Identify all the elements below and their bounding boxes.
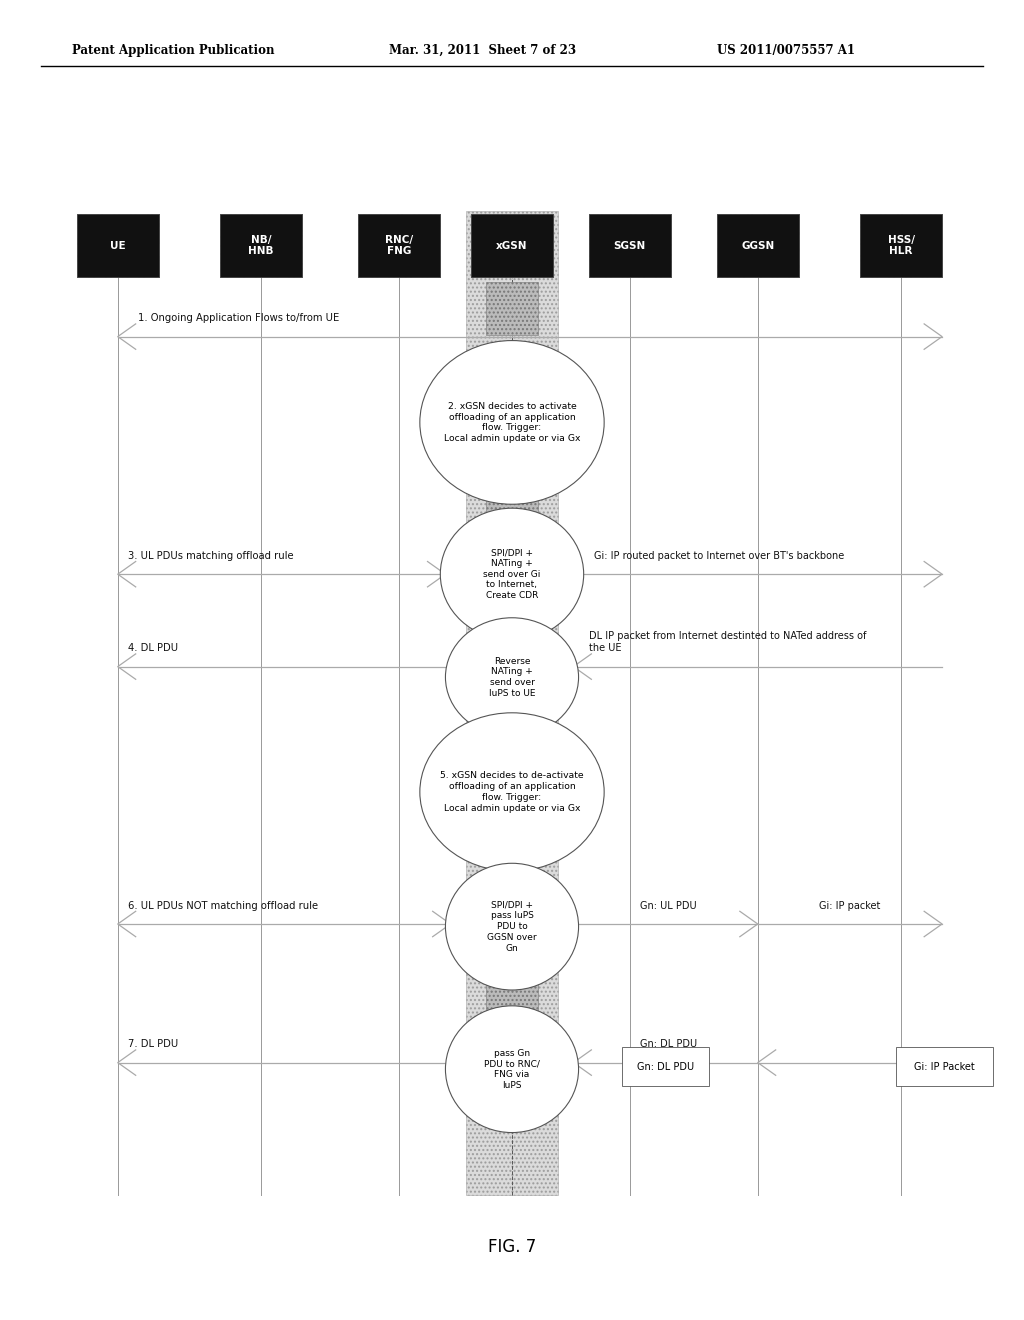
Bar (717, 214, 799, 277)
Bar (622, 1047, 709, 1086)
Bar (471, 214, 553, 277)
Ellipse shape (445, 1006, 579, 1133)
Text: SGSN: SGSN (613, 240, 646, 251)
Text: Gi: IP Packet: Gi: IP Packet (914, 1061, 975, 1072)
Text: 4. DL PDU: 4. DL PDU (128, 643, 178, 653)
Bar (358, 214, 440, 277)
Text: FIG. 7: FIG. 7 (487, 1238, 537, 1257)
Text: HSS/
HLR: HSS/ HLR (888, 235, 914, 256)
Bar (589, 214, 671, 277)
Text: SPI/DPI +
pass IuPS
PDU to
GGSN over
Gn: SPI/DPI + pass IuPS PDU to GGSN over Gn (487, 900, 537, 953)
Text: DL IP packet from Internet destinted to NATed address of
the UE: DL IP packet from Internet destinted to … (589, 631, 866, 653)
Ellipse shape (445, 618, 579, 737)
Text: SPI/DPI +
NATing +
send over Gi
to Internet,
Create CDR: SPI/DPI + NATing + send over Gi to Inter… (483, 548, 541, 601)
Bar (77, 214, 159, 277)
Bar (860, 214, 942, 277)
Bar (358, 214, 440, 277)
Ellipse shape (420, 341, 604, 504)
Bar (717, 214, 799, 277)
Bar (486, 479, 538, 532)
Bar (220, 214, 302, 277)
Bar (896, 1047, 993, 1086)
Bar (471, 214, 553, 277)
Bar (466, 211, 558, 1195)
Ellipse shape (440, 508, 584, 640)
Text: Gn: DL PDU: Gn: DL PDU (640, 1039, 696, 1049)
Text: Reverse
NATing +
send over
IuPS to UE: Reverse NATing + send over IuPS to UE (488, 656, 536, 698)
Text: 7. DL PDU: 7. DL PDU (128, 1039, 178, 1049)
Text: GGSN: GGSN (741, 240, 774, 251)
Text: Gn: DL PDU: Gn: DL PDU (637, 1061, 694, 1072)
Bar (860, 214, 942, 277)
Text: pass Gn
PDU to RNC/
FNG via
IuPS: pass Gn PDU to RNC/ FNG via IuPS (484, 1048, 540, 1090)
Text: 6. UL PDUs NOT matching offload rule: 6. UL PDUs NOT matching offload rule (128, 900, 318, 911)
Bar (486, 282, 538, 335)
Text: Patent Application Publication: Patent Application Publication (72, 44, 274, 57)
Text: UE: UE (110, 240, 126, 251)
Text: Gn: UL PDU: Gn: UL PDU (640, 900, 696, 911)
Text: NB/
HNB: NB/ HNB (249, 235, 273, 256)
Bar (486, 845, 538, 890)
Text: 1. Ongoing Application Flows to/from UE: 1. Ongoing Application Flows to/from UE (138, 313, 340, 323)
Text: 3. UL PDUs matching offload rule: 3. UL PDUs matching offload rule (128, 550, 294, 561)
Bar (589, 214, 671, 277)
Text: 5. xGSN decides to de-activate
offloading of an application
flow. Trigger:
Local: 5. xGSN decides to de-activate offloadin… (440, 771, 584, 813)
Text: xGSN: xGSN (497, 240, 527, 251)
Bar (220, 214, 302, 277)
Text: Gi: IP routed packet to Internet over BT's backbone: Gi: IP routed packet to Internet over BT… (594, 550, 844, 561)
Ellipse shape (420, 713, 604, 871)
Bar (77, 214, 159, 277)
Text: US 2011/0075557 A1: US 2011/0075557 A1 (717, 44, 855, 57)
Text: Mar. 31, 2011  Sheet 7 of 23: Mar. 31, 2011 Sheet 7 of 23 (389, 44, 577, 57)
Text: 2. xGSN decides to activate
offloading of an application
flow. Trigger:
Local ad: 2. xGSN decides to activate offloading o… (443, 401, 581, 444)
Ellipse shape (445, 863, 579, 990)
Text: Gi: IP packet: Gi: IP packet (819, 900, 881, 911)
Bar (486, 982, 538, 1014)
Text: RNC/
FNG: RNC/ FNG (385, 235, 414, 256)
